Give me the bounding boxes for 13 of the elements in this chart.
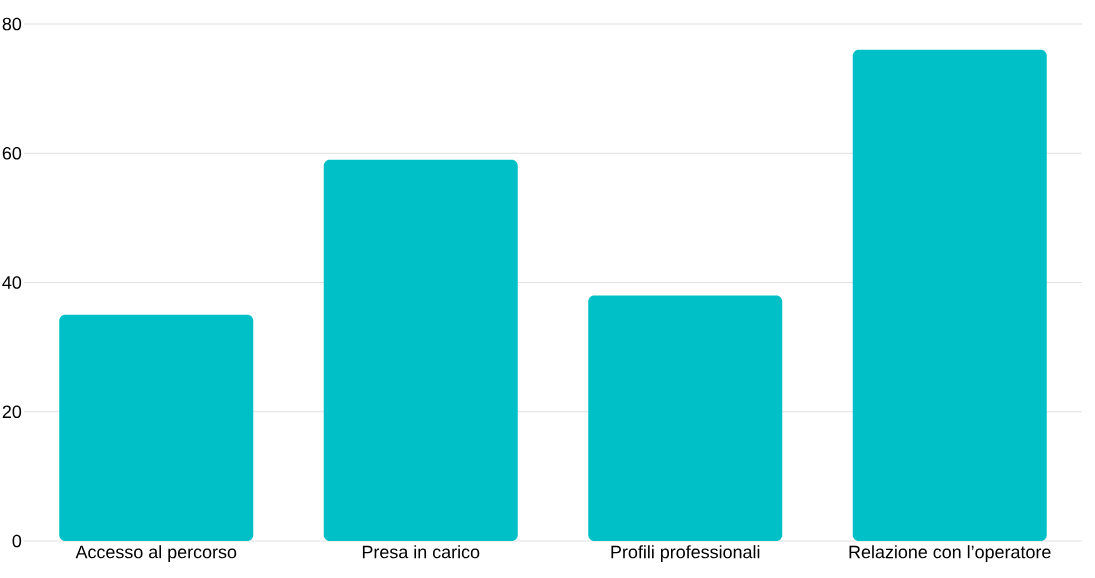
x-tick-label: Presa in carico: [362, 545, 480, 559]
x-tick-label: Profili professionali: [611, 545, 760, 562]
x-tick-label: Accesso al percorso: [75, 545, 237, 562]
y-tick-label: 80: [2, 17, 22, 31]
y-tick-label: 40: [2, 276, 22, 289]
bar: [588, 295, 783, 541]
bar: [852, 49, 1047, 541]
bar: [59, 314, 254, 541]
y-tick-label: 0: [12, 534, 22, 548]
y-tick-label: 60: [2, 146, 22, 160]
bar: [323, 159, 518, 541]
x-tick-label: Relazione con l’operatore: [849, 545, 1051, 562]
y-tick-label: 20: [2, 405, 22, 419]
